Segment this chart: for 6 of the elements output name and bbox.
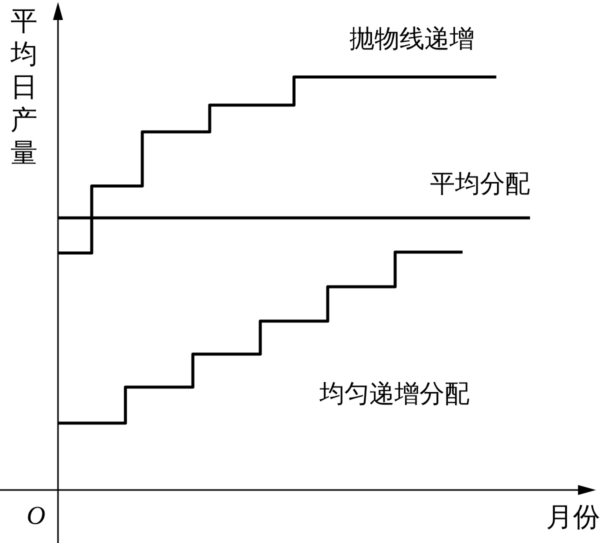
series-label: 抛物线递增 [349,25,474,53]
text: 均匀递增分配 [318,380,470,408]
ylabel: 平均日产量 [10,6,38,168]
x-axis-title: 月份 [546,502,600,532]
series-label: 平均分配 [430,170,530,198]
text: O [26,501,46,530]
